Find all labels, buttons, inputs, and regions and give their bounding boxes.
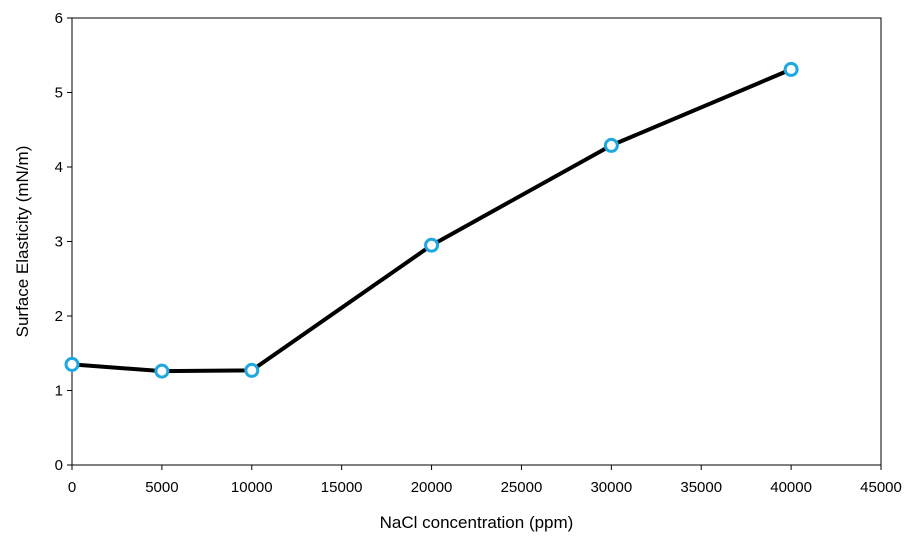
data-point <box>603 137 619 153</box>
data-point <box>64 356 80 372</box>
y-tick-label: 0 <box>55 457 63 474</box>
x-tick-label: 45000 <box>860 479 902 496</box>
series-line <box>70 67 794 374</box>
y-tick-label: 2 <box>55 308 63 325</box>
x-tick-label: 20000 <box>411 479 453 496</box>
y-tick-label: 6 <box>55 10 63 27</box>
data-point <box>424 237 440 253</box>
x-axis-title: NaCl concentration (ppm) <box>380 513 574 532</box>
x-tick-label: 0 <box>68 479 76 496</box>
x-tick-label: 10000 <box>231 479 273 496</box>
data-point <box>244 362 260 378</box>
y-axis-ticks: 0 1 2 3 4 5 6 <box>55 10 72 474</box>
y-tick-label: 4 <box>55 159 63 176</box>
series-layer <box>64 61 799 379</box>
x-axis-ticks: 0 5000 10000 15000 20000 25000 30000 35000 40000… <box>68 465 902 496</box>
y-tick-label: 5 <box>55 85 63 102</box>
data-point <box>154 363 170 379</box>
x-tick-label: 35000 <box>680 479 722 496</box>
y-axis-title: Surface Elasticity (mN/m) <box>13 146 32 338</box>
x-tick-label: 25000 <box>501 479 543 496</box>
plot-area <box>71 17 882 466</box>
x-tick-label: 15000 <box>321 479 363 496</box>
y-tick-label: 3 <box>55 234 63 251</box>
x-tick-label: 5000 <box>145 479 178 496</box>
data-point <box>783 61 799 77</box>
y-tick-label: 1 <box>55 383 63 400</box>
x-tick-label: 30000 <box>590 479 632 496</box>
x-tick-label: 40000 <box>770 479 812 496</box>
